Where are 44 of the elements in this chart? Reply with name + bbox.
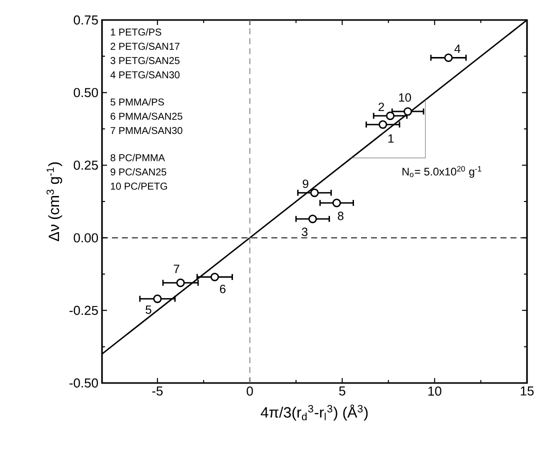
x-tick-label: 10 <box>428 386 442 396</box>
point <box>444 53 453 62</box>
annotation: 8 <box>338 212 344 220</box>
y-axis-title: Δν (cm$^{3}$ g$^{-1}$) <box>46 162 62 242</box>
point <box>404 107 412 116</box>
annotation: 9 PC/SAN25 <box>110 168 166 176</box>
annotation: 10 PC/PETG <box>110 182 168 190</box>
annotation: 2 <box>378 102 384 112</box>
x-tick-label: -5 <box>152 386 163 396</box>
point <box>332 198 341 208</box>
x-tick-label: 5 <box>339 386 346 396</box>
annotation: 1 <box>388 134 394 143</box>
annotation: 8 PC/PMMA <box>110 154 165 162</box>
annotation: 3 <box>302 228 308 236</box>
annotation: 6 PMMA/SAN25 <box>110 112 182 120</box>
annotation: 7 PMMA/SAN30 <box>110 126 182 134</box>
y-tick-label: 0.50 <box>74 88 98 98</box>
point <box>310 188 319 198</box>
y-tick-label: -0.50 <box>70 378 98 388</box>
annotation: 5 <box>146 306 152 314</box>
annotation: 4 <box>454 44 460 53</box>
y-tick-label: 0.00 <box>74 233 98 242</box>
point <box>210 272 220 282</box>
annotation: 9 <box>302 180 308 188</box>
annotation: 7 <box>174 264 180 273</box>
y-tick-label: 0.25 <box>74 160 98 170</box>
y-tick-label: -0.25 <box>70 306 98 315</box>
annotation: 2 PETG/SAN17 <box>110 42 180 50</box>
annotation: 6 <box>220 284 226 294</box>
annotation: N$_{o}$= 5.0x10$^{20}$ g$^{-1}$ <box>402 166 482 178</box>
point <box>386 112 395 120</box>
point <box>378 120 388 129</box>
x-tick-label: 15 <box>520 386 534 396</box>
annotation: 5 PMMA/PS <box>110 98 164 106</box>
point <box>176 278 185 288</box>
text: 4π/3(r$_{d}$$^{3}$-r$_{l}$$^{3}$) (Å$^{3}$) <box>260 404 368 421</box>
annotation: 1 PETG/PS <box>110 28 162 36</box>
point <box>308 214 317 224</box>
annotation: 4 PETG/SAN30 <box>110 71 180 78</box>
annotation: 10 <box>399 93 412 102</box>
y-tick-label: 0.75 <box>74 15 98 25</box>
point <box>153 294 162 304</box>
annotation: 3 PETG/SAN25 <box>110 56 180 64</box>
x-tick-label: 0 <box>246 386 253 396</box>
